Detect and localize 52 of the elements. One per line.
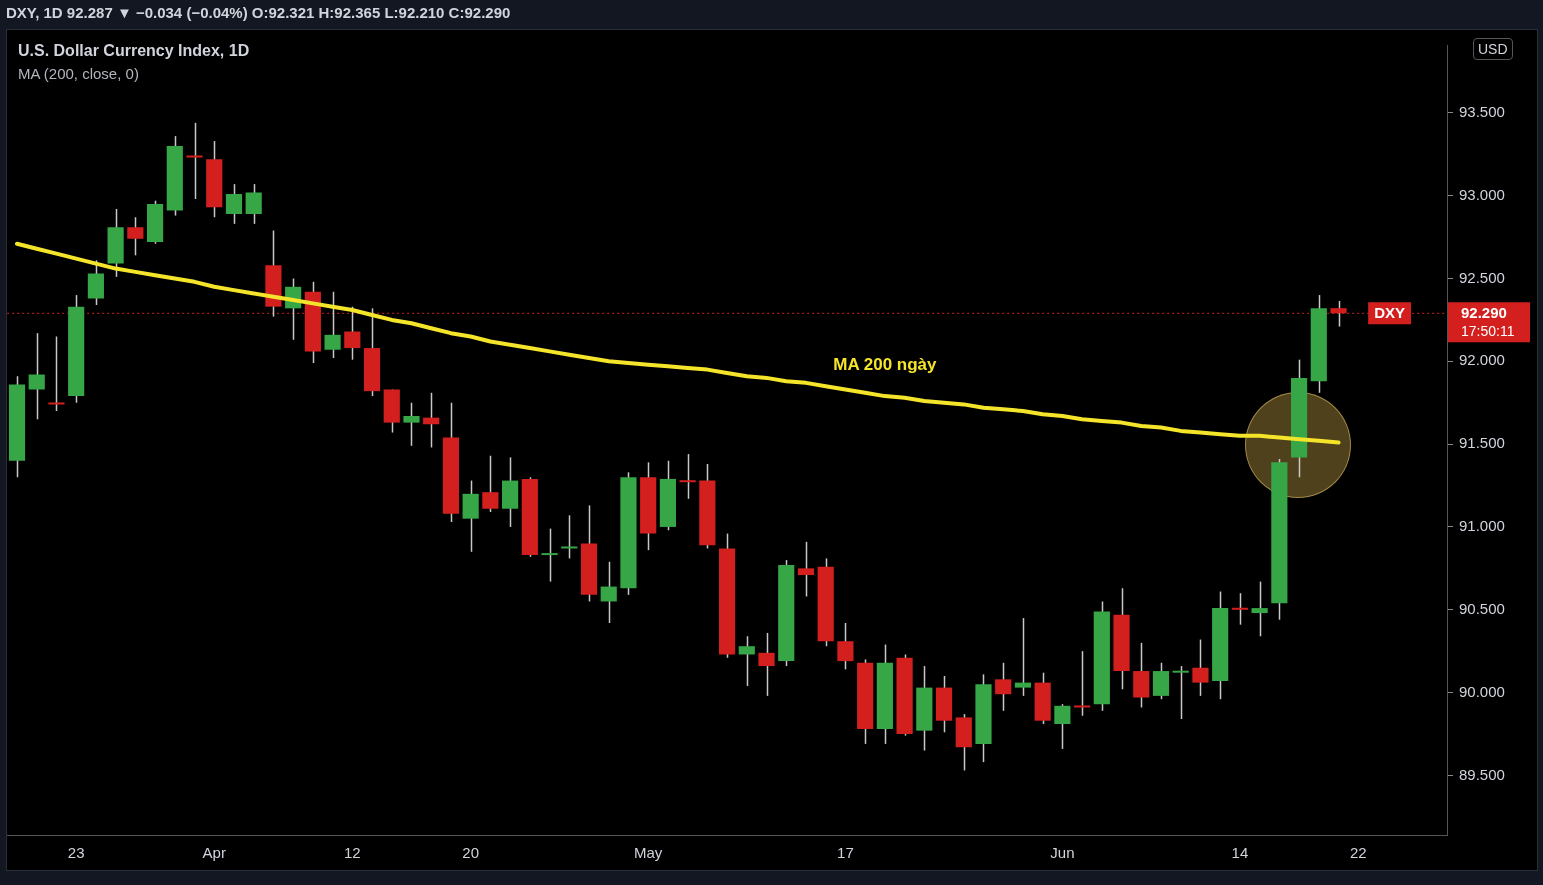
y-tick-label: 92.500 — [1459, 268, 1505, 286]
candlestick — [423, 392, 440, 449]
text: USD — [1473, 38, 1513, 60]
y-tick-label: 92.000 — [1459, 351, 1505, 369]
candlestick — [837, 622, 854, 671]
x-tick-label: 12 — [343, 844, 361, 862]
candlestick — [1231, 592, 1248, 626]
y-tick-label: 91.500 — [1459, 434, 1505, 452]
x-tick-label: May — [634, 844, 663, 862]
x-tick-label: Apr — [202, 844, 226, 862]
candlestick — [403, 401, 420, 447]
x-tick-label: 14 — [1231, 844, 1249, 862]
candlestick — [48, 335, 65, 412]
series-label: MA 200 ngày — [833, 355, 938, 375]
y-tick-label: 89.500 — [1459, 765, 1505, 783]
candlestick — [482, 454, 499, 513]
text: 92.290 — [1461, 304, 1507, 322]
x-tick-label: Jun — [1050, 844, 1075, 862]
candlestick — [1074, 650, 1091, 717]
candlestick — [245, 183, 262, 225]
candlestick — [1054, 703, 1071, 750]
candlestick — [1172, 665, 1189, 720]
text: MA (200, close, 0) — [18, 65, 139, 82]
candlestick — [738, 635, 755, 687]
candlestick — [541, 527, 558, 583]
y-tick-label: 93.500 — [1459, 103, 1505, 121]
candlestick — [797, 541, 815, 598]
candlestick — [127, 216, 144, 257]
candlestick — [600, 560, 617, 624]
candlestick — [28, 332, 45, 421]
candlestick — [225, 183, 243, 225]
text: 17:50:11 — [1461, 323, 1515, 340]
candlestick — [1014, 617, 1032, 697]
x-tick-label: 20 — [462, 844, 479, 862]
candlestick — [1251, 580, 1268, 638]
y-tick-label: 93.000 — [1459, 185, 1505, 203]
candlestick — [758, 632, 775, 697]
candlestick — [679, 453, 696, 500]
candlestick — [186, 122, 203, 200]
text: DXY, 1D 92.287 ▼ −0.034 (−0.04%) O:92.321 H:92.365 L:92.210 C:92.290 — [6, 4, 511, 21]
y-tick-label: 91.000 — [1459, 517, 1505, 535]
candlestick — [1192, 638, 1209, 697]
chart-title: U.S. Dollar Currency Index, 1D — [18, 42, 250, 60]
x-tick-label: 22 — [1349, 844, 1367, 862]
y-tick-label: 90.500 — [1459, 599, 1505, 617]
candlestick — [561, 514, 578, 560]
x-tick-label: 23 — [67, 844, 85, 862]
x-tick-label: 17 — [837, 844, 854, 862]
ref-line-label: DXY — [1374, 304, 1405, 322]
candlestick — [324, 291, 341, 359]
candlestick — [995, 662, 1012, 712]
y-tick-label: 90.000 — [1459, 682, 1505, 700]
